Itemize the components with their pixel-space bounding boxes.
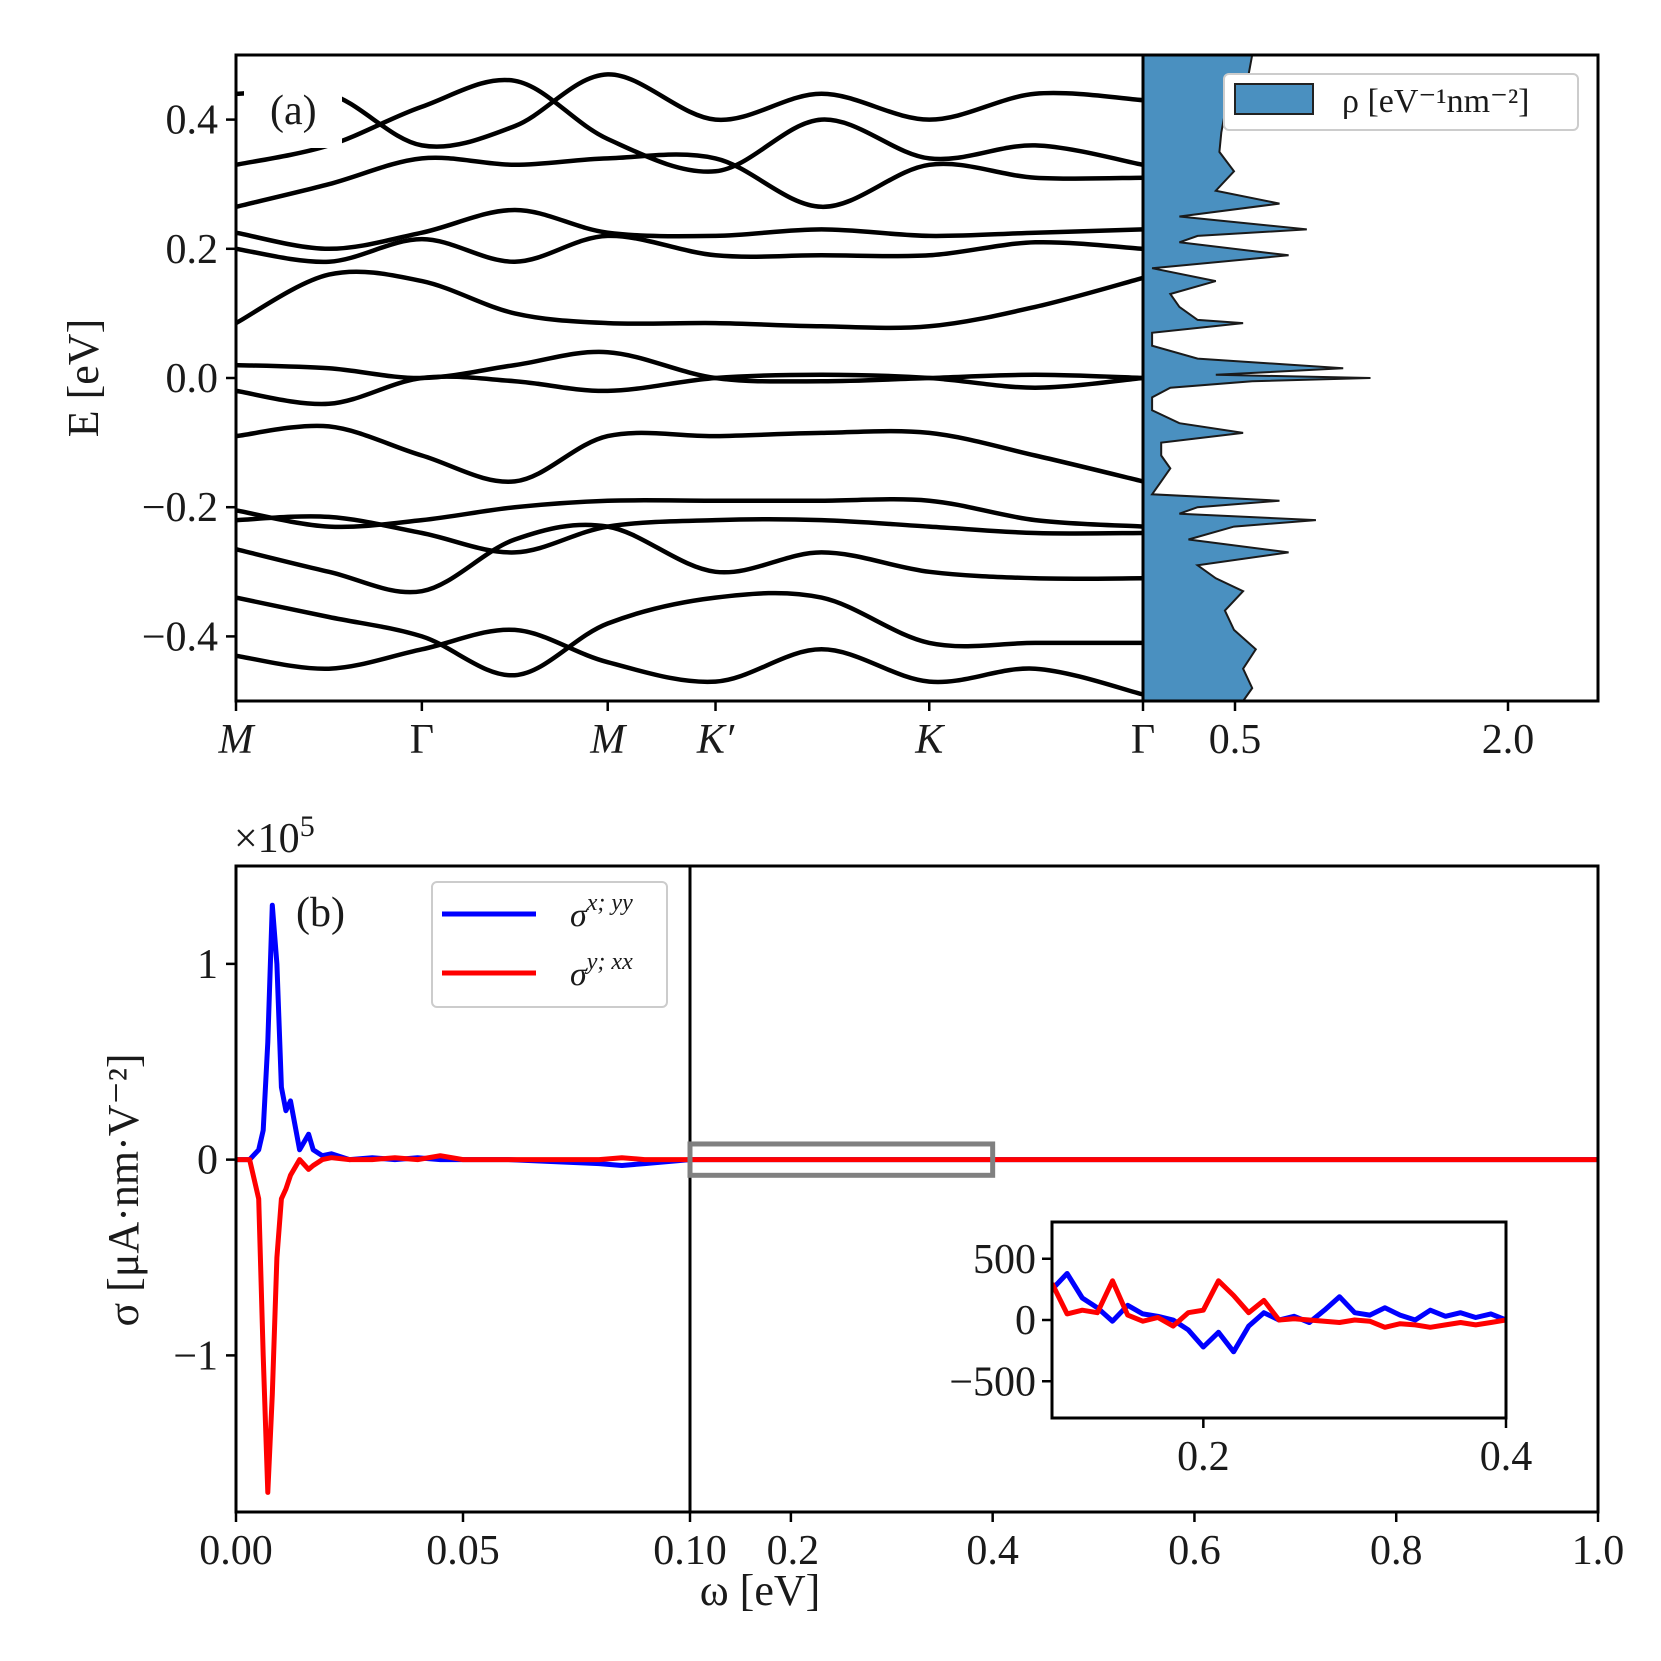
- panel-b-tag: (b): [296, 890, 345, 936]
- panel-b-ytick-label: −1: [173, 1333, 218, 1379]
- panel-b-frame: [234, 864, 1600, 1514]
- panel-b-xtick-label: 0.2: [767, 1528, 820, 1574]
- inset-ytick-label: 500: [973, 1237, 1036, 1283]
- panel-a-ytick-label: −0.4: [142, 614, 218, 660]
- panel-b: 1 0 −1 0.00 0.05 0.10 0.2 0.4 0.6 0.8 1.0 ×105 σ …: [99, 810, 1624, 1615]
- band-line-11: [236, 77, 1143, 174]
- dos-area: [1143, 55, 1371, 701]
- panel-a-xtick-label: K: [914, 717, 945, 763]
- panel-a: 0.40.20.0−0.2−0.4 M Γ M K′ K Γ 0.5 2.0 E [eV] …: [59, 53, 1600, 763]
- band-line-9: [236, 152, 1143, 210]
- band-line-2: [236, 349, 1143, 384]
- panel-b-xticks: 0.00 0.05 0.10 0.2 0.4 0.6 0.8 1.0: [199, 1512, 1624, 1574]
- band-line-8: [236, 514, 1143, 555]
- dos-xticks: 0.5 2.0: [1209, 701, 1535, 763]
- panel-b-xlabel: ω [eV]: [700, 1566, 821, 1615]
- inset-xtick-label: 0.2: [1177, 1434, 1230, 1480]
- panel-a-kpath-ticks: M Γ M K′ K Γ: [218, 701, 1155, 763]
- band-line-12: [236, 590, 1143, 678]
- band-lines: [236, 72, 1143, 697]
- inset-xtick-label: 0.4: [1480, 1434, 1533, 1480]
- band-line-5: [236, 233, 1143, 265]
- panel-b-xtick-label: 0.6: [1168, 1528, 1221, 1574]
- band-line-4: [236, 423, 1143, 484]
- panel-a-xtick-label: M: [218, 717, 256, 763]
- panel-a-yticks: 0.4 0.2 0.0 −0.2 −0.4: [142, 98, 236, 660]
- dos-outline: [1150, 55, 1371, 701]
- dos-xtick-label: 0.5: [1209, 717, 1262, 763]
- dos-legend-label: ρ [eV⁻¹nm⁻²]: [1342, 83, 1529, 120]
- panel-b-xtick-label: 0.00: [199, 1528, 273, 1574]
- panel-a-xtick-label: K′: [696, 717, 735, 763]
- inset-highlight-box: [687, 1141, 996, 1178]
- dos-legend: ρ [eV⁻¹nm⁻²]: [1223, 73, 1579, 131]
- panel-b-xtick-label: 0.4: [966, 1528, 1019, 1574]
- panel-a-ytick-label: 0.2: [166, 227, 219, 273]
- panel-a-ytick-label: −0.2: [142, 485, 218, 531]
- series-sigma-yxx: [236, 1153, 1598, 1495]
- inset-ytick-label: 0: [1015, 1298, 1036, 1344]
- inset-ytick-label: −500: [949, 1359, 1036, 1405]
- panel-b-scale-label: ×105: [234, 810, 315, 862]
- inset: 500 0 −500 0.2 0.4: [949, 1220, 1532, 1480]
- dos-xtick-label: 2.0: [1482, 717, 1535, 763]
- panel-a-ytick-label: 0.0: [166, 356, 219, 402]
- panel-b-ytick-label: 0: [197, 1138, 218, 1184]
- dos-fill: [1143, 55, 1371, 701]
- panel-a-ylabel: E [eV]: [59, 319, 108, 438]
- panel-b-legend: σx; yy σy; xx: [431, 881, 668, 1008]
- panel-a-tag-bg: [244, 78, 342, 148]
- band-line-1: [236, 269, 1143, 331]
- panel-a-xtick-label: Γ: [410, 717, 434, 763]
- inset-xticks: 0.2 0.4: [1177, 1418, 1532, 1480]
- band-line-13: [236, 72, 1143, 149]
- inset-plot-area: [1052, 1271, 1506, 1355]
- panel-b-plot-area: [236, 902, 1598, 1495]
- band-line-6: [236, 207, 1143, 252]
- panel-b-xtick-label: 0.8: [1370, 1528, 1423, 1574]
- panel-b-xtick-label: 1.0: [1572, 1528, 1625, 1574]
- panel-a-tag: (a): [270, 88, 317, 134]
- panel-b-xtick-label: 0.10: [653, 1528, 727, 1574]
- panel-b-xtick-label: 0.05: [426, 1528, 500, 1574]
- panel-b-yticks: 1 0 −1: [173, 942, 236, 1379]
- panel-b-ylabel: σ [μA·nm·V⁻²]: [99, 1053, 148, 1326]
- band-line-3: [236, 372, 1143, 407]
- dos-legend-swatch: [1234, 83, 1314, 115]
- inset-series-sigma-yxx: [1052, 1278, 1506, 1330]
- band-line-10: [236, 522, 1143, 595]
- panel-a-ytick-label: 0.4: [166, 98, 219, 144]
- band-line-14: [236, 627, 1143, 697]
- inset-yticks: 500 0 −500: [949, 1237, 1052, 1405]
- panel-a-xtick-label: M: [589, 717, 627, 763]
- panel-a-xtick-label: Γ: [1131, 717, 1155, 763]
- panel-b-ytick-label: 1: [197, 942, 218, 988]
